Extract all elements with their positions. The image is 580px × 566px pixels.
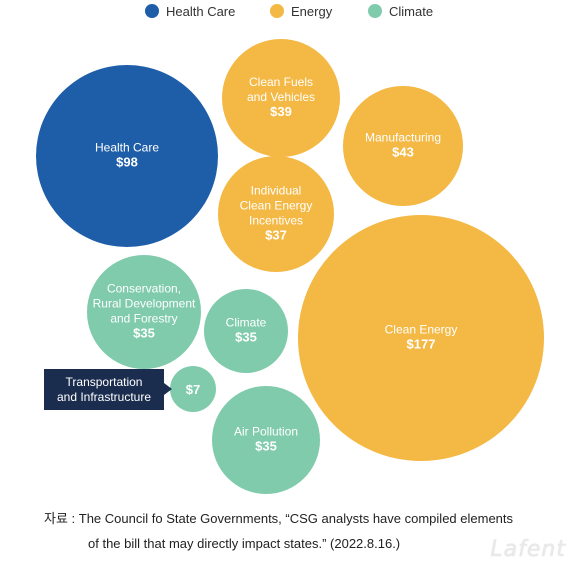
bubble-value-conservation-rural-development-and-forestry: $35 bbox=[133, 326, 155, 341]
bubble-label-health-care: Health Care bbox=[95, 141, 159, 155]
bubble-label-conservation-rural-development-and-forestry: Rural Development bbox=[93, 297, 196, 311]
bubble-circle-health-care bbox=[36, 65, 218, 247]
bubble-circle-conservation-rural-development-and-forestry bbox=[87, 255, 201, 369]
bubble-health-care: Health Care$98 bbox=[36, 65, 218, 247]
legend-label-health-care: Health Care bbox=[166, 4, 235, 19]
bubble-value-individual-clean-energy-incentives: $37 bbox=[265, 228, 287, 243]
bubble-label-individual-clean-energy-incentives: Individual bbox=[251, 184, 302, 198]
bubble-air-pollution: Air Pollution$35 bbox=[212, 386, 320, 494]
bubble-clean-energy: Clean Energy$177 bbox=[298, 215, 544, 461]
bubble-label-individual-clean-energy-incentives: Clean Energy bbox=[240, 199, 313, 213]
bubble-circle-air-pollution bbox=[212, 386, 320, 494]
callout-label: Transportation bbox=[66, 375, 143, 389]
bubble-label-air-pollution: Air Pollution bbox=[234, 425, 298, 439]
bubble-value-health-care: $98 bbox=[116, 155, 138, 170]
legend-item-energy: Energy bbox=[270, 4, 333, 19]
bubble-circle-clean-fuels-and-vehicles bbox=[222, 39, 340, 157]
bubble-circle-transportation-and-infrastructure bbox=[170, 366, 216, 412]
bubble-label-conservation-rural-development-and-forestry: and Forestry bbox=[110, 312, 177, 326]
callout-label: and Infrastructure bbox=[57, 390, 151, 404]
bubble-value-transportation-and-infrastructure: $7 bbox=[186, 382, 200, 397]
bubble-climate: Climate$35 bbox=[204, 289, 288, 373]
source-line-1: 자료 : The Council fo State Governments, “… bbox=[44, 511, 514, 526]
bubble-value-air-pollution: $35 bbox=[255, 439, 277, 454]
legend-item-health-care: Health Care bbox=[145, 4, 235, 19]
bubble-circle-individual-clean-energy-incentives bbox=[218, 156, 334, 272]
legend-label-energy: Energy bbox=[291, 4, 333, 19]
bubble-label-individual-clean-energy-incentives: Incentives bbox=[249, 214, 303, 228]
legend-swatch-health-care bbox=[145, 4, 159, 18]
legend-label-climate: Climate bbox=[389, 4, 433, 19]
callout-box bbox=[44, 369, 164, 410]
bubble-label-climate: Climate bbox=[226, 316, 267, 330]
bubble-manufacturing: Manufacturing$43 bbox=[343, 86, 463, 206]
bubble-label-conservation-rural-development-and-forestry: Conservation, bbox=[107, 282, 181, 296]
bubble-value-climate: $35 bbox=[235, 330, 257, 345]
watermark-logo: Lafent bbox=[490, 537, 566, 562]
source-note: 자료 : The Council fo State Governments, “… bbox=[44, 506, 544, 556]
bubble-circle-manufacturing bbox=[343, 86, 463, 206]
legend-item-climate: Climate bbox=[368, 4, 433, 19]
bubble-circle-climate bbox=[204, 289, 288, 373]
bubble-label-manufacturing: Manufacturing bbox=[365, 131, 441, 145]
bubble-value-clean-energy: $177 bbox=[407, 337, 436, 352]
legend-swatch-energy bbox=[270, 4, 284, 18]
bubble-label-clean-fuels-and-vehicles: Clean Fuels bbox=[249, 75, 313, 89]
bubble-value-manufacturing: $43 bbox=[392, 145, 414, 160]
legend-swatch-climate bbox=[368, 4, 382, 18]
callout-pointer bbox=[164, 383, 172, 395]
source-line-2: of the bill that may directly impact sta… bbox=[88, 536, 401, 551]
bubble-label-clean-energy: Clean Energy bbox=[385, 323, 458, 337]
bubble-value-clean-fuels-and-vehicles: $39 bbox=[270, 104, 292, 119]
bubble-circle-clean-energy bbox=[298, 215, 544, 461]
bubble-label-clean-fuels-and-vehicles: and Vehicles bbox=[247, 90, 315, 104]
